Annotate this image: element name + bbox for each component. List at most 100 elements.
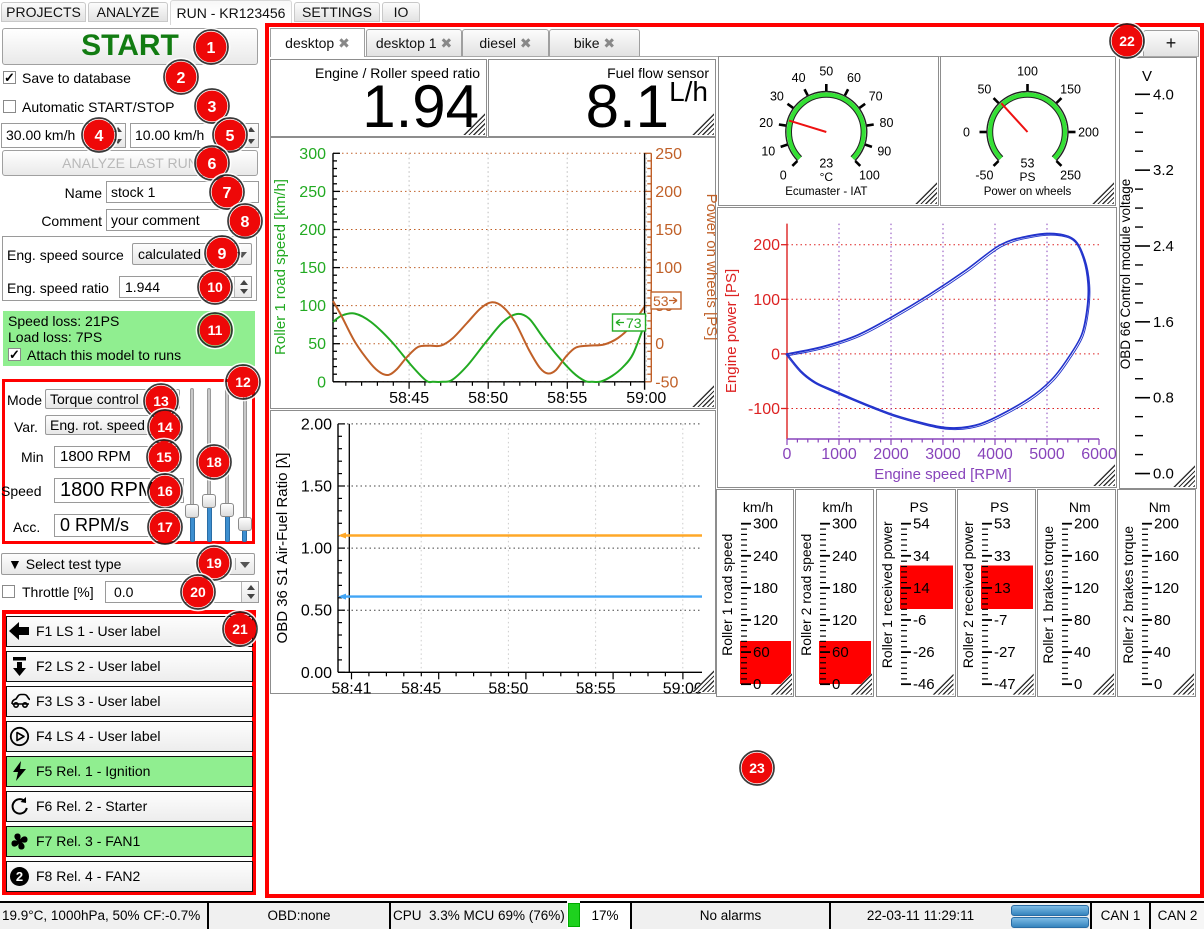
svg-text:250: 250 [299,184,326,201]
svg-text:Power on wheels [PS]: Power on wheels [PS] [703,194,717,341]
svg-text:0: 0 [771,346,780,363]
svg-text:0: 0 [317,374,326,391]
svg-text:150: 150 [299,260,326,277]
svg-text:54: 54 [913,516,930,533]
svg-text:13: 13 [153,393,169,409]
svg-text:14: 14 [157,419,173,435]
svg-text:100: 100 [753,292,780,309]
svg-text:0: 0 [655,336,664,353]
svg-text:13: 13 [994,580,1011,597]
svg-text:Roller 1 brakes torque: Roller 1 brakes torque [1040,526,1056,664]
svg-text:2.4: 2.4 [1153,238,1174,255]
svg-text:180: 180 [753,580,778,597]
svg-text:0.00: 0.00 [301,665,332,682]
svg-text:3.2: 3.2 [1153,162,1174,179]
svg-text:300: 300 [832,516,857,533]
svg-text:PS: PS [1019,170,1035,184]
svg-text:40: 40 [792,71,806,85]
svg-text:58:50: 58:50 [488,680,528,695]
svg-text:14: 14 [913,580,930,597]
svg-text:80: 80 [1074,612,1091,629]
svg-text:23: 23 [819,157,833,171]
svg-text:-6: -6 [913,612,926,629]
svg-text:120: 120 [753,612,778,629]
svg-text:33: 33 [994,548,1011,565]
svg-text:-100: -100 [748,401,780,418]
svg-text:8: 8 [241,214,250,231]
svg-text:240: 240 [753,548,778,565]
svg-text:°C: °C [820,170,834,184]
svg-text:0: 0 [783,446,792,463]
svg-text:PS: PS [909,499,928,515]
svg-text:120: 120 [1154,580,1179,597]
svg-text:0.8: 0.8 [1153,390,1174,407]
svg-text:34: 34 [913,548,930,565]
svg-text:PS: PS [990,499,1009,515]
svg-text:-7: -7 [994,612,1007,629]
svg-text:20: 20 [759,116,773,130]
svg-text:2000: 2000 [873,446,909,463]
svg-text:240: 240 [832,548,857,565]
svg-text:16: 16 [157,483,173,499]
svg-text:150: 150 [1060,82,1081,96]
svg-text:17: 17 [157,519,173,535]
svg-text:3: 3 [207,99,216,116]
svg-text:58:41: 58:41 [331,680,371,695]
svg-text:2: 2 [177,70,186,87]
svg-text:59:00: 59:00 [626,390,666,407]
svg-text:10: 10 [207,279,223,295]
svg-text:11: 11 [208,322,223,338]
svg-text:Roller 2 received power: Roller 2 received power [960,521,976,668]
svg-text:58:55: 58:55 [547,390,587,407]
svg-text:50: 50 [308,336,326,353]
svg-text:20: 20 [190,584,206,600]
svg-text:100: 100 [859,169,880,183]
svg-text:4: 4 [95,128,104,145]
svg-text:OBD 36 S1 Air-Fuel Ratio [λ]: OBD 36 S1 Air-Fuel Ratio [λ] [274,453,291,644]
svg-text:53: 53 [1021,157,1035,171]
svg-text:Engine power [PS]: Engine power [PS] [723,269,740,393]
svg-text:120: 120 [1074,580,1099,597]
svg-text:18: 18 [206,454,222,470]
svg-text:Nm: Nm [1069,499,1091,515]
svg-text:Roller 1 received power: Roller 1 received power [879,521,895,668]
svg-text:4.0: 4.0 [1153,86,1174,103]
svg-text:Roller 2 brakes torque: Roller 2 brakes torque [1120,526,1136,664]
svg-text:21: 21 [232,621,248,637]
svg-text:Engine speed [RPM]: Engine speed [RPM] [874,466,1012,483]
svg-text:1.50: 1.50 [301,479,332,496]
svg-text:0: 0 [1074,676,1082,693]
svg-text:160: 160 [1154,548,1179,565]
svg-text:Roller 2 road speed: Roller 2 road speed [798,534,814,656]
svg-text:km/h: km/h [743,499,773,515]
svg-text:58:50: 58:50 [468,390,508,407]
svg-text:40: 40 [1154,644,1171,661]
svg-text:60: 60 [847,71,861,85]
svg-text:300: 300 [753,516,778,533]
svg-text:300: 300 [299,146,326,163]
svg-text:15: 15 [156,449,172,465]
svg-text:-26: -26 [913,644,935,661]
svg-text:50: 50 [977,82,991,96]
svg-text:58:55: 58:55 [576,680,616,695]
svg-text:50: 50 [819,65,833,79]
svg-text:6: 6 [207,156,216,173]
svg-text:100: 100 [299,298,326,315]
svg-text:Roller 1 road speed [km/h]: Roller 1 road speed [km/h] [272,179,289,355]
svg-text:0: 0 [1154,676,1162,693]
svg-text:53: 53 [653,293,669,309]
svg-text:0: 0 [753,676,761,693]
svg-text:0: 0 [780,169,787,183]
svg-text:-47: -47 [994,676,1016,693]
svg-text:1000: 1000 [821,446,857,463]
svg-text:-27: -27 [994,644,1016,661]
svg-text:OBD 66 Control module voltage: OBD 66 Control module voltage [1120,179,1133,370]
svg-text:80: 80 [1154,612,1171,629]
svg-text:73: 73 [626,315,642,331]
svg-text:200: 200 [299,222,326,239]
svg-text:100: 100 [655,260,682,277]
svg-text:23: 23 [749,760,765,776]
svg-text:0.50: 0.50 [301,603,332,620]
svg-text:60: 60 [832,644,849,661]
svg-text:22: 22 [1119,33,1135,49]
